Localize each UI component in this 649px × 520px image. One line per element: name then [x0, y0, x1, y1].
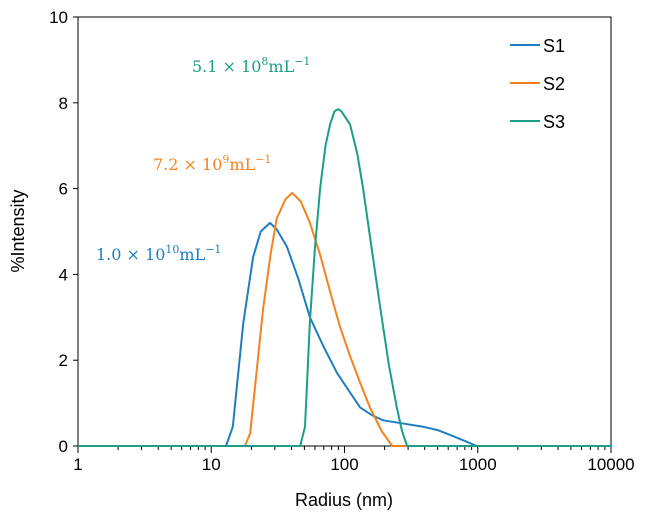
x-tick-label: 1: [73, 455, 82, 474]
annotation-exp: 10: [165, 243, 179, 256]
series-lines: [78, 108, 611, 447]
legend-label-s1: S1: [543, 36, 565, 56]
annotations: 1.0 × 1010mL−17.2 × 109mL−15.1 × 108mL−1: [96, 55, 310, 264]
series-line-s3: [78, 108, 611, 447]
y-tick-label: 0: [59, 437, 68, 456]
annotation-unit-exp: −1: [294, 55, 310, 68]
annotation-unit: mL: [229, 155, 255, 174]
x-axis-label: Radius (nm): [295, 490, 393, 510]
x-tick-label: 1000: [459, 455, 497, 474]
series-line-s1: [78, 221, 611, 447]
annotation-exp: 8: [261, 55, 268, 68]
annotation-unit: mL: [179, 245, 205, 264]
y-tick-label: 6: [59, 180, 68, 199]
annotation-mantissa: 5.1 × 10: [192, 57, 261, 76]
annotation-mantissa: 1.0 × 10: [96, 245, 165, 264]
annotation-concentration-s1: 1.0 × 1010mL−1: [96, 243, 221, 264]
series-line-s2: [78, 191, 611, 447]
annotation-mantissa: 7.2 × 10: [153, 155, 222, 174]
x-tick-label: 100: [330, 455, 358, 474]
legend: S1 S2 S3: [510, 36, 565, 132]
legend-label-s2: S2: [543, 74, 565, 94]
annotation-unit-exp: −1: [255, 153, 271, 166]
annotation-unit-exp: −1: [205, 243, 221, 256]
annotation-concentration-s2: 7.2 × 109mL−1: [153, 153, 271, 174]
y-tick-label: 4: [59, 265, 68, 284]
annotation-exp: 9: [222, 153, 229, 166]
y-axis-label: %Intensity: [8, 189, 28, 272]
x-tick-label: 10000: [587, 455, 634, 474]
plot-frame: [77, 16, 612, 447]
y-tick-label: 2: [59, 351, 68, 370]
x-tick-label: 10: [202, 455, 221, 474]
annotation-concentration-s3: 5.1 × 108mL−1: [192, 55, 310, 76]
legend-label-s3: S3: [543, 112, 565, 132]
axes: 0 2 4 6 8 10 1 10 100 1000 10000: [49, 8, 635, 474]
y-tick-label: 10: [49, 8, 68, 27]
annotation-unit: mL: [268, 57, 294, 76]
y-tick-label: 8: [59, 94, 68, 113]
